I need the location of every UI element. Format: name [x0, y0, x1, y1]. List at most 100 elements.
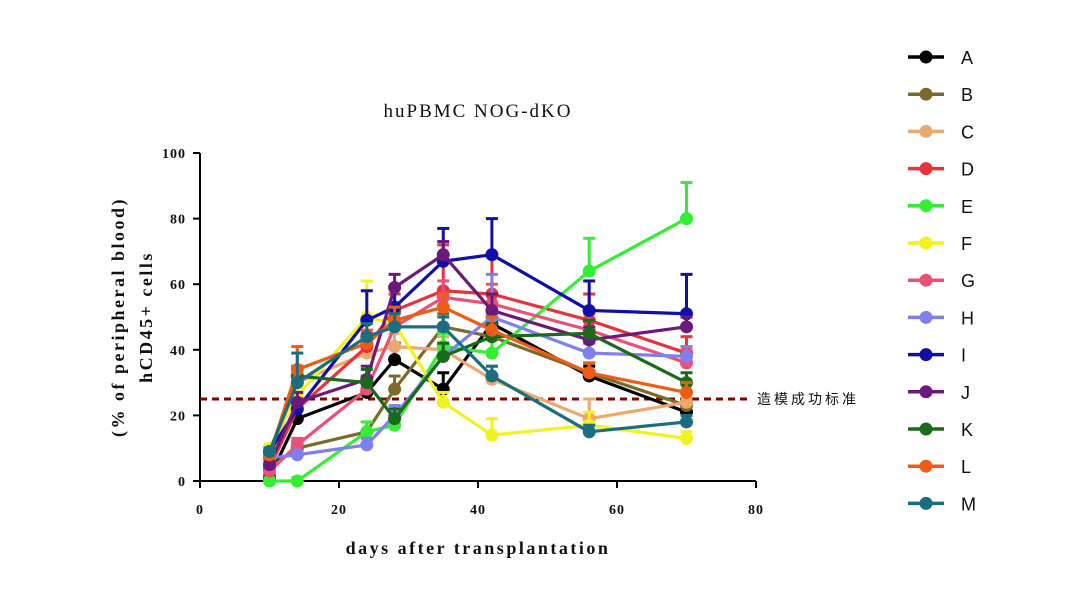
data-point	[436, 300, 450, 314]
legend-swatch-marker	[919, 236, 933, 250]
data-point	[388, 382, 402, 396]
data-point	[436, 349, 450, 363]
data-point	[388, 412, 402, 426]
chart-title: huPBMC NOG-dKO	[384, 101, 573, 122]
legend-swatch-marker	[919, 385, 933, 399]
series-line	[267, 305, 687, 456]
x-tick-label: 60	[609, 503, 625, 518]
x-tick-label: 40	[470, 503, 486, 518]
legend-swatch-marker	[919, 348, 933, 362]
y-tick-label: 20	[170, 409, 186, 424]
legend-swatch-marker	[919, 422, 933, 436]
legend-label: I	[961, 346, 966, 366]
series-L	[263, 292, 693, 462]
data-point	[582, 346, 596, 360]
data-point	[290, 448, 304, 462]
legend-label: M	[961, 494, 976, 514]
data-point	[582, 366, 596, 380]
data-point	[436, 248, 450, 262]
data-point	[680, 349, 693, 363]
data-point	[290, 474, 304, 488]
plot-area	[263, 181, 693, 488]
data-point	[485, 303, 499, 317]
x-tick-label: 20	[331, 503, 347, 518]
legend-item-C: C	[908, 122, 974, 142]
data-point	[485, 369, 499, 383]
series-line	[267, 331, 688, 456]
legend-label: E	[961, 197, 973, 217]
data-point	[582, 425, 596, 439]
legend-label: H	[961, 308, 974, 328]
legend-item-B: B	[908, 85, 973, 105]
ticks: 0 20 40 60 80 0 20 40 60 80 100	[162, 147, 764, 518]
data-point	[680, 431, 693, 445]
legend-item-K: K	[908, 420, 973, 440]
legend-item-G: G	[908, 271, 975, 291]
data-point	[290, 376, 304, 390]
data-point	[582, 303, 596, 317]
legend-item-M: M	[908, 494, 976, 514]
legend-swatch-marker	[919, 496, 933, 510]
legend-swatch-marker	[919, 459, 933, 473]
data-point	[436, 320, 450, 334]
data-point	[360, 330, 374, 344]
series-line	[268, 325, 688, 470]
x-tick-label: 0	[196, 503, 204, 518]
y-tick-label: 100	[162, 147, 186, 162]
legend-item-I: I	[908, 346, 966, 366]
series-line	[268, 315, 687, 449]
legend-label: K	[961, 420, 973, 440]
legend-label: A	[961, 48, 973, 68]
legend-swatch-marker	[919, 50, 933, 64]
legend-label: J	[961, 383, 970, 403]
data-point	[388, 280, 402, 294]
legend-item-D: D	[908, 160, 974, 180]
legend-item-L: L	[908, 457, 971, 477]
y-axis-label-line-1: (% of peripheral blood)	[108, 197, 129, 437]
legend-label: G	[961, 271, 975, 291]
data-point	[582, 326, 596, 340]
y-axis-label-group: (% of peripheral blood) hCD45+ cells	[108, 197, 156, 437]
data-point	[388, 320, 402, 334]
x-tick-label: 80	[748, 503, 764, 518]
data-point	[680, 415, 693, 429]
series-M	[263, 312, 693, 458]
data-point	[582, 264, 596, 278]
data-point	[388, 340, 402, 354]
legend-label: D	[961, 160, 974, 180]
data-point	[680, 395, 693, 409]
legend-swatch-marker	[919, 273, 933, 287]
data-point	[680, 212, 693, 226]
y-axis-label-line-2: hCD45+ cells	[136, 251, 156, 383]
legend-item-A: A	[908, 48, 973, 68]
legend-item-E: E	[908, 197, 973, 217]
data-point	[680, 320, 693, 334]
legend-swatch-marker	[919, 310, 933, 324]
data-point	[360, 438, 374, 452]
series-line	[268, 253, 687, 453]
reference-line-label: 造模成功标准	[757, 392, 859, 408]
data-point	[290, 438, 304, 452]
data-point	[263, 474, 276, 488]
y-tick-label: 0	[178, 475, 186, 490]
legend-swatch-marker	[919, 87, 933, 101]
y-tick-label: 40	[170, 344, 186, 359]
data-point	[388, 353, 402, 367]
data-point	[290, 395, 304, 409]
data-point	[680, 385, 693, 399]
series-J	[263, 240, 693, 472]
legend-label: F	[961, 234, 972, 254]
y-tick-label: 80	[170, 213, 186, 228]
data-point	[485, 323, 499, 337]
legend-swatch-marker	[919, 124, 933, 138]
series-A	[263, 302, 693, 485]
data-point	[360, 425, 374, 439]
y-tick-label: 60	[170, 278, 186, 293]
data-point	[263, 444, 276, 458]
legend-label: L	[961, 457, 971, 477]
legend-label: B	[961, 85, 973, 105]
series-line	[268, 325, 687, 453]
data-point	[485, 428, 499, 442]
